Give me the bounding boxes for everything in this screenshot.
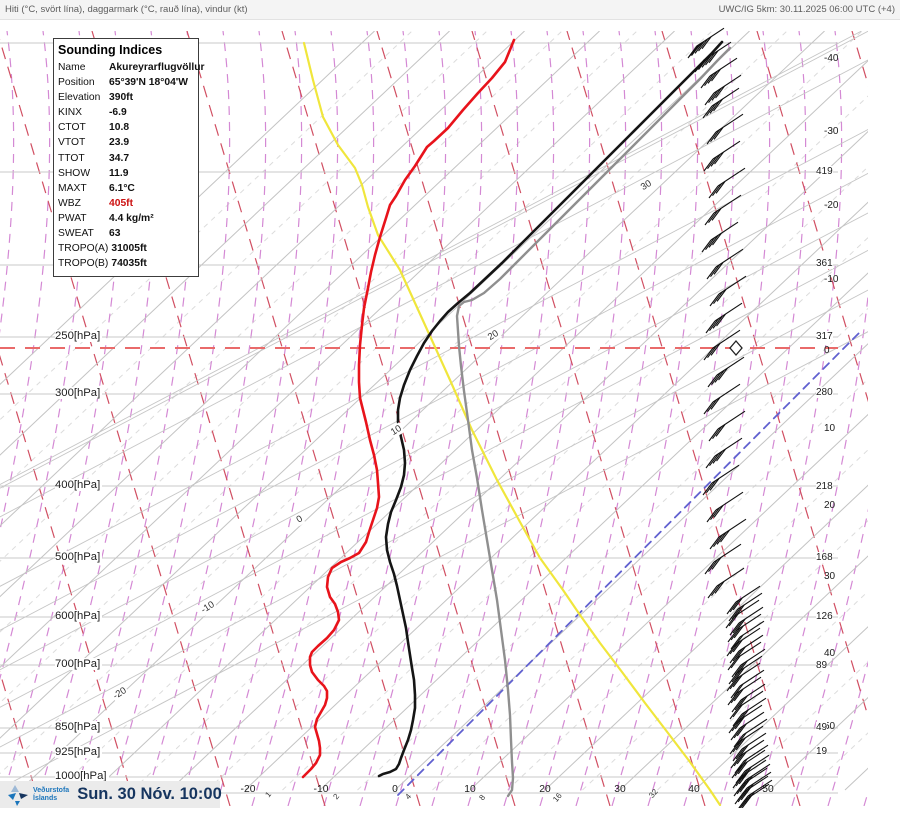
logo-line2: Íslands — [33, 795, 69, 803]
temp-axis-tick: -20 — [241, 784, 256, 795]
vedurstofa-logo-icon — [5, 783, 31, 807]
index-label: VTOT — [58, 135, 109, 150]
sounding-index-row: TROPO(B)74035ft — [58, 256, 194, 271]
index-label: TROPO(B) — [58, 256, 111, 271]
header-model-run: UWC/IG 5km: 30.11.2025 06:00 UTC (+4) — [719, 4, 895, 15]
pressure-axis-label: 500[hPa] — [55, 551, 102, 563]
header-bar: Hiti (°C, svört lína), daggarmark (°C, r… — [0, 0, 900, 20]
logo-line1: Veðurstofa — [33, 787, 69, 795]
pressure-axis-label: 700[hPa] — [55, 658, 102, 670]
index-value: 31005ft — [111, 241, 147, 256]
right-height-label: 49 — [816, 722, 827, 733]
index-label: WBZ — [58, 196, 109, 211]
pressure-axis-label: 600[hPa] — [55, 610, 102, 622]
index-value: Akureyrarflugvöllur — [109, 60, 205, 75]
right-temp-label: 0 — [824, 345, 830, 356]
index-label: Position — [58, 75, 109, 90]
right-height-label: 89 — [816, 660, 827, 671]
temp-axis-tick: 20 — [539, 784, 550, 795]
index-label: Elevation — [58, 90, 109, 105]
pressure-axis-label: 850[hPa] — [55, 721, 102, 733]
index-value: 34.7 — [109, 151, 129, 166]
index-label: SHOW — [58, 166, 109, 181]
index-value: 65°39'N 18°04'W — [109, 75, 188, 90]
index-value: 390ft — [109, 90, 133, 105]
right-temp-label: -20 — [824, 200, 838, 211]
index-value: 74035ft — [111, 256, 147, 271]
index-value: 63 — [109, 226, 120, 241]
temp-axis-tick: 0 — [392, 784, 398, 795]
sounding-index-row: KINX-6.9 — [58, 105, 194, 120]
index-value: 23.9 — [109, 135, 129, 150]
index-value: -6.9 — [109, 105, 127, 120]
temp-axis-tick: 30 — [614, 784, 625, 795]
index-value: 405ft — [109, 196, 133, 211]
sounding-indices-title: Sounding Indices — [58, 43, 194, 57]
pressure-axis-label: 925[hPa] — [55, 746, 102, 758]
index-value: 11.9 — [109, 166, 128, 181]
right-temp-label: 20 — [824, 500, 835, 511]
index-label: Name — [58, 60, 109, 75]
right-height-label: 280 — [816, 387, 833, 398]
right-height-label: 361 — [816, 258, 833, 269]
right-height-label: 19 — [816, 746, 827, 757]
right-temp-label: -30 — [824, 126, 838, 137]
temp-axis-tick: 10 — [464, 784, 475, 795]
footer-date-bar: Veðurstofa Íslands Sun. 30 Nóv. 10:00 — [0, 781, 220, 808]
pressure-axis-label: 400[hPa] — [55, 479, 102, 491]
right-temp-label: 30 — [824, 571, 835, 582]
header-legend: Hiti (°C, svört lína), daggarmark (°C, r… — [5, 4, 248, 15]
right-temp-label: 10 — [824, 423, 835, 434]
index-label: MAXT — [58, 181, 109, 196]
vedurstofa-logo-text: Veðurstofa Íslands — [33, 787, 69, 803]
pressure-axis-label: 250[hPa] — [55, 330, 102, 342]
index-value: 6.1°C — [109, 181, 135, 196]
index-label: KINX — [58, 105, 109, 120]
right-temp-label: -40 — [824, 53, 838, 64]
right-height-label: 126 — [816, 611, 833, 622]
valid-time-label: Sun. 30 Nóv. 10:00 — [77, 785, 222, 804]
index-label: CTOT — [58, 120, 109, 135]
temp-axis-tick: -10 — [314, 784, 329, 795]
temp-axis-tick: 50 — [762, 784, 773, 795]
index-label: SWEAT — [58, 226, 109, 241]
right-height-label: 317 — [816, 331, 833, 342]
right-height-label: 419 — [816, 166, 833, 177]
index-value: 10.8 — [109, 120, 129, 135]
right-height-label: 168 — [816, 552, 833, 563]
sounding-index-row: TROPO(A)31005ft — [58, 241, 194, 256]
right-temp-label: 40 — [824, 648, 835, 659]
index-value: 4.4 kg/m² — [109, 211, 154, 226]
index-label: TROPO(A) — [58, 241, 111, 256]
index-label: TTOT — [58, 151, 109, 166]
temp-axis-tick: 40 — [688, 784, 699, 795]
index-label: PWAT — [58, 211, 109, 226]
pressure-axis-label: 300[hPa] — [55, 387, 102, 399]
right-temp-label: -10 — [824, 274, 838, 285]
right-height-label: 218 — [816, 481, 833, 492]
